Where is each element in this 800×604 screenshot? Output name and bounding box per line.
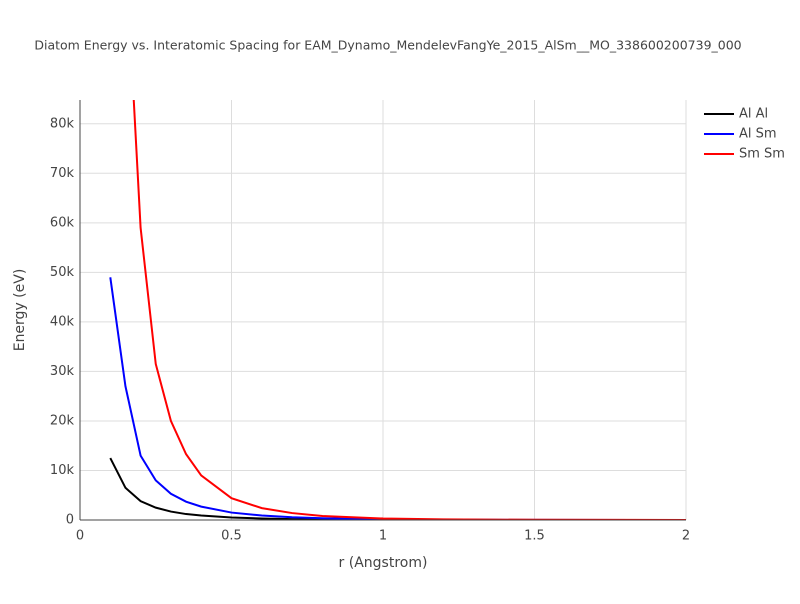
y-tick-label: 70k — [50, 166, 75, 181]
x-tick-label: 0 — [76, 529, 84, 544]
x-tick-label: 1 — [379, 529, 387, 544]
y-tick-label: 50k — [50, 265, 75, 280]
x-tick-label: 0.5 — [221, 529, 242, 544]
series-line — [132, 100, 686, 520]
y-tick-label: 80k — [50, 116, 75, 131]
x-tick-label: 1.5 — [524, 529, 545, 544]
y-tick-label: 60k — [50, 215, 75, 230]
y-axis-label: Energy (eV) — [12, 269, 28, 352]
plot-area — [109, 100, 686, 520]
y-tick-label: 30k — [50, 364, 75, 379]
chart-title: Diatom Energy vs. Interatomic Spacing fo… — [34, 38, 741, 53]
series-line — [109, 277, 686, 520]
y-tick-label: 40k — [50, 314, 75, 329]
x-tick-label: 2 — [682, 529, 690, 544]
y-tick-label: 20k — [50, 413, 75, 428]
x-axis-label: r (Angstrom) — [339, 555, 428, 571]
grid — [79, 100, 687, 521]
y-tick-label: 10k — [50, 463, 75, 478]
legend-label: Al Sm — [739, 127, 777, 142]
legend-label: Sm Sm — [739, 147, 785, 162]
y-tick-label: 0 — [66, 513, 74, 528]
legend-label: Al Al — [739, 107, 768, 122]
